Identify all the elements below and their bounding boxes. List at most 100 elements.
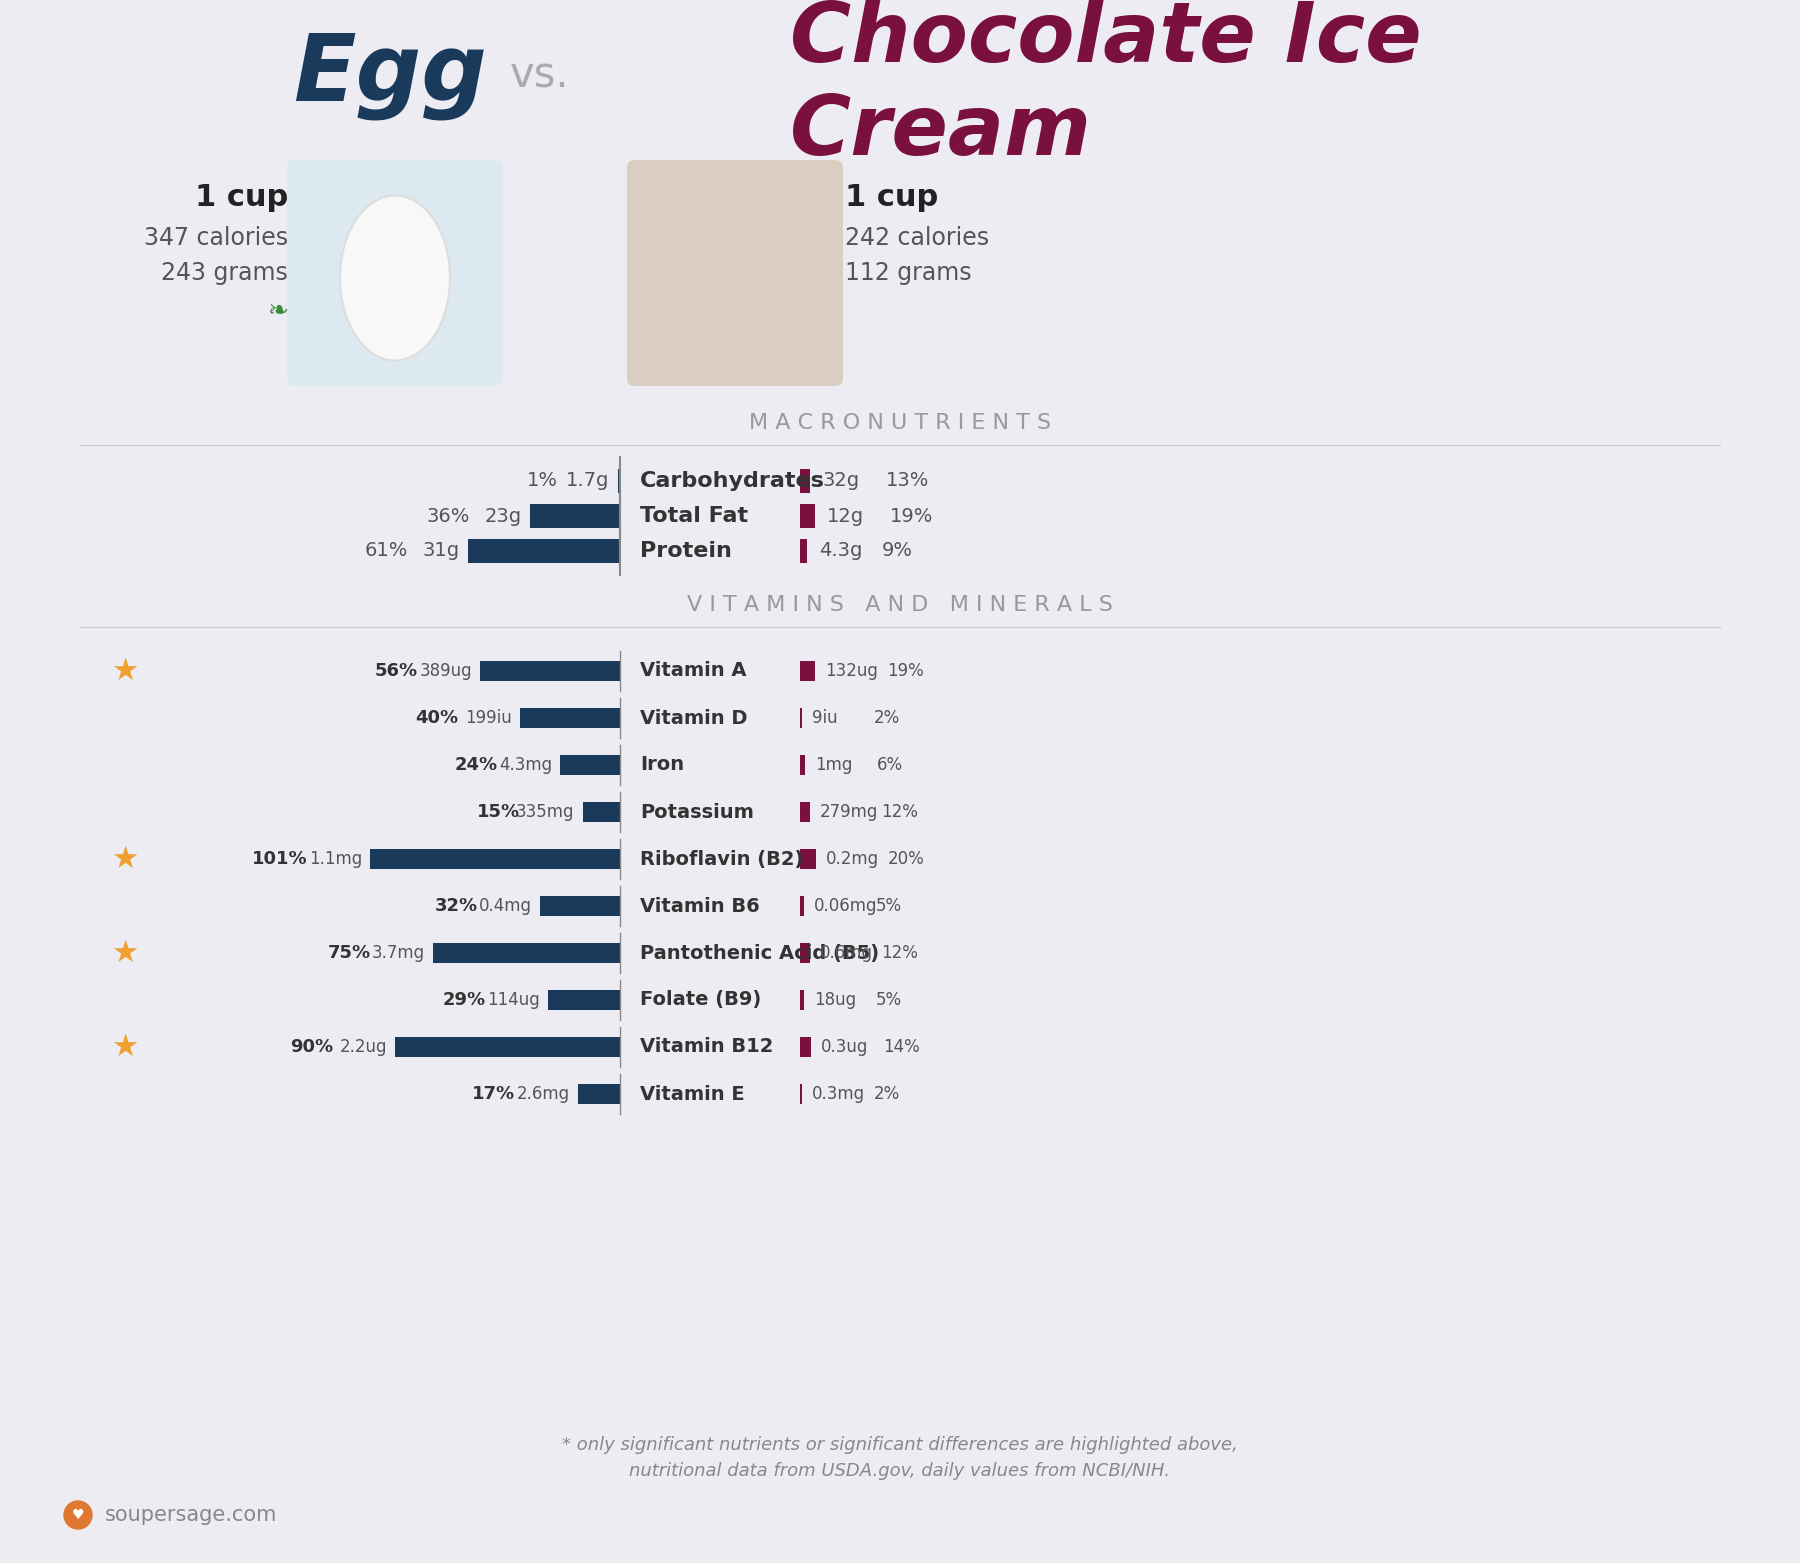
Text: Egg: Egg: [293, 30, 488, 120]
Text: ♥: ♥: [72, 1508, 85, 1522]
Text: 9iu: 9iu: [812, 710, 837, 727]
Text: 242 calories: 242 calories: [844, 227, 990, 250]
Text: 132ug: 132ug: [824, 663, 878, 680]
Text: 335mg: 335mg: [517, 803, 574, 821]
Text: 24%: 24%: [455, 756, 499, 774]
Text: 199iu: 199iu: [464, 710, 511, 727]
Text: 19%: 19%: [887, 663, 923, 680]
Text: 19%: 19%: [891, 506, 934, 525]
Bar: [799, 661, 815, 681]
Text: 389ug: 389ug: [419, 663, 472, 680]
Text: 32g: 32g: [823, 472, 860, 491]
Text: * only significant nutrients or significant differences are highlighted above,: * only significant nutrients or signific…: [562, 1436, 1238, 1454]
Text: 13%: 13%: [886, 472, 929, 491]
FancyBboxPatch shape: [286, 159, 502, 386]
Text: 2.6mg: 2.6mg: [517, 1085, 569, 1103]
Text: 9%: 9%: [882, 541, 913, 561]
Circle shape: [65, 1500, 92, 1529]
Text: 4.3mg: 4.3mg: [499, 756, 553, 774]
Text: 12%: 12%: [882, 803, 918, 821]
Text: 40%: 40%: [414, 710, 457, 727]
Text: 31g: 31g: [423, 541, 459, 561]
Text: 114ug: 114ug: [486, 991, 540, 1010]
Text: Total Fat: Total Fat: [641, 506, 749, 527]
Text: ❧: ❧: [266, 299, 288, 324]
Text: 0.4mg: 0.4mg: [479, 897, 533, 914]
Bar: [540, 896, 619, 916]
Text: 0.06mg: 0.06mg: [814, 897, 878, 914]
Text: 12%: 12%: [882, 944, 918, 961]
Bar: [583, 802, 619, 822]
Text: 4.3g: 4.3g: [819, 541, 862, 561]
Text: 36%: 36%: [427, 506, 470, 525]
Text: 0.6mg: 0.6mg: [819, 944, 873, 961]
Text: 101%: 101%: [252, 850, 308, 867]
Bar: [617, 469, 619, 492]
Text: ★: ★: [112, 844, 139, 874]
FancyBboxPatch shape: [626, 159, 842, 386]
Text: 0.3ug: 0.3ug: [821, 1038, 869, 1057]
Text: 1.7g: 1.7g: [567, 472, 610, 491]
Bar: [799, 849, 815, 869]
Text: Vitamin E: Vitamin E: [641, 1085, 745, 1103]
Text: Vitamin B6: Vitamin B6: [641, 897, 760, 916]
Bar: [578, 1085, 619, 1103]
Bar: [799, 539, 806, 563]
Text: 12g: 12g: [828, 506, 864, 525]
Text: M A C R O N U T R I E N T S: M A C R O N U T R I E N T S: [749, 413, 1051, 433]
Text: 90%: 90%: [290, 1038, 333, 1057]
Text: 61%: 61%: [364, 541, 407, 561]
Text: 243 grams: 243 grams: [162, 261, 288, 284]
Bar: [371, 849, 619, 869]
Text: Carbohydrates: Carbohydrates: [641, 470, 824, 491]
Text: 32%: 32%: [436, 897, 479, 914]
Text: 17%: 17%: [472, 1085, 515, 1103]
Bar: [394, 1036, 619, 1057]
Text: ★: ★: [112, 656, 139, 686]
Text: 5%: 5%: [877, 897, 902, 914]
Text: Chocolate Ice
Cream: Chocolate Ice Cream: [790, 0, 1422, 172]
Bar: [799, 755, 805, 775]
Text: 279mg: 279mg: [819, 803, 878, 821]
Bar: [799, 942, 810, 963]
Text: 1 cup: 1 cup: [844, 183, 938, 213]
Ellipse shape: [340, 195, 450, 361]
Text: 5%: 5%: [877, 991, 902, 1010]
Text: 3.7mg: 3.7mg: [371, 944, 425, 961]
Text: 20%: 20%: [887, 850, 925, 867]
Text: 15%: 15%: [477, 803, 520, 821]
Bar: [799, 802, 810, 822]
Text: 75%: 75%: [328, 944, 371, 961]
Text: Vitamin A: Vitamin A: [641, 661, 747, 680]
Text: 347 calories: 347 calories: [144, 227, 288, 250]
Text: ★: ★: [112, 1033, 139, 1061]
Text: Potassium: Potassium: [641, 802, 754, 822]
Bar: [529, 503, 619, 528]
Text: 29%: 29%: [443, 991, 486, 1010]
Bar: [799, 503, 815, 528]
Text: 1mg: 1mg: [815, 756, 851, 774]
Text: 1.1mg: 1.1mg: [310, 850, 362, 867]
Bar: [799, 469, 810, 492]
Text: 0.2mg: 0.2mg: [826, 850, 878, 867]
Text: 14%: 14%: [884, 1038, 920, 1057]
Text: V I T A M I N S   A N D   M I N E R A L S: V I T A M I N S A N D M I N E R A L S: [688, 596, 1112, 614]
Bar: [547, 989, 619, 1010]
Text: 56%: 56%: [374, 663, 418, 680]
Bar: [468, 539, 619, 563]
Bar: [799, 1036, 812, 1057]
Text: Protein: Protein: [641, 541, 733, 561]
Text: 6%: 6%: [877, 756, 904, 774]
Text: Vitamin D: Vitamin D: [641, 708, 747, 727]
Text: Iron: Iron: [641, 755, 684, 775]
Bar: [799, 989, 805, 1010]
Text: 0.3mg: 0.3mg: [812, 1085, 864, 1103]
Text: 23g: 23g: [484, 506, 522, 525]
Bar: [520, 708, 619, 728]
Text: Riboflavin (B2): Riboflavin (B2): [641, 850, 803, 869]
Text: vs.: vs.: [509, 55, 571, 95]
Text: ★: ★: [112, 938, 139, 967]
Text: 1%: 1%: [526, 472, 558, 491]
Text: nutritional data from USDA.gov, daily values from NCBI/NIH.: nutritional data from USDA.gov, daily va…: [630, 1461, 1170, 1480]
Bar: [560, 755, 619, 775]
